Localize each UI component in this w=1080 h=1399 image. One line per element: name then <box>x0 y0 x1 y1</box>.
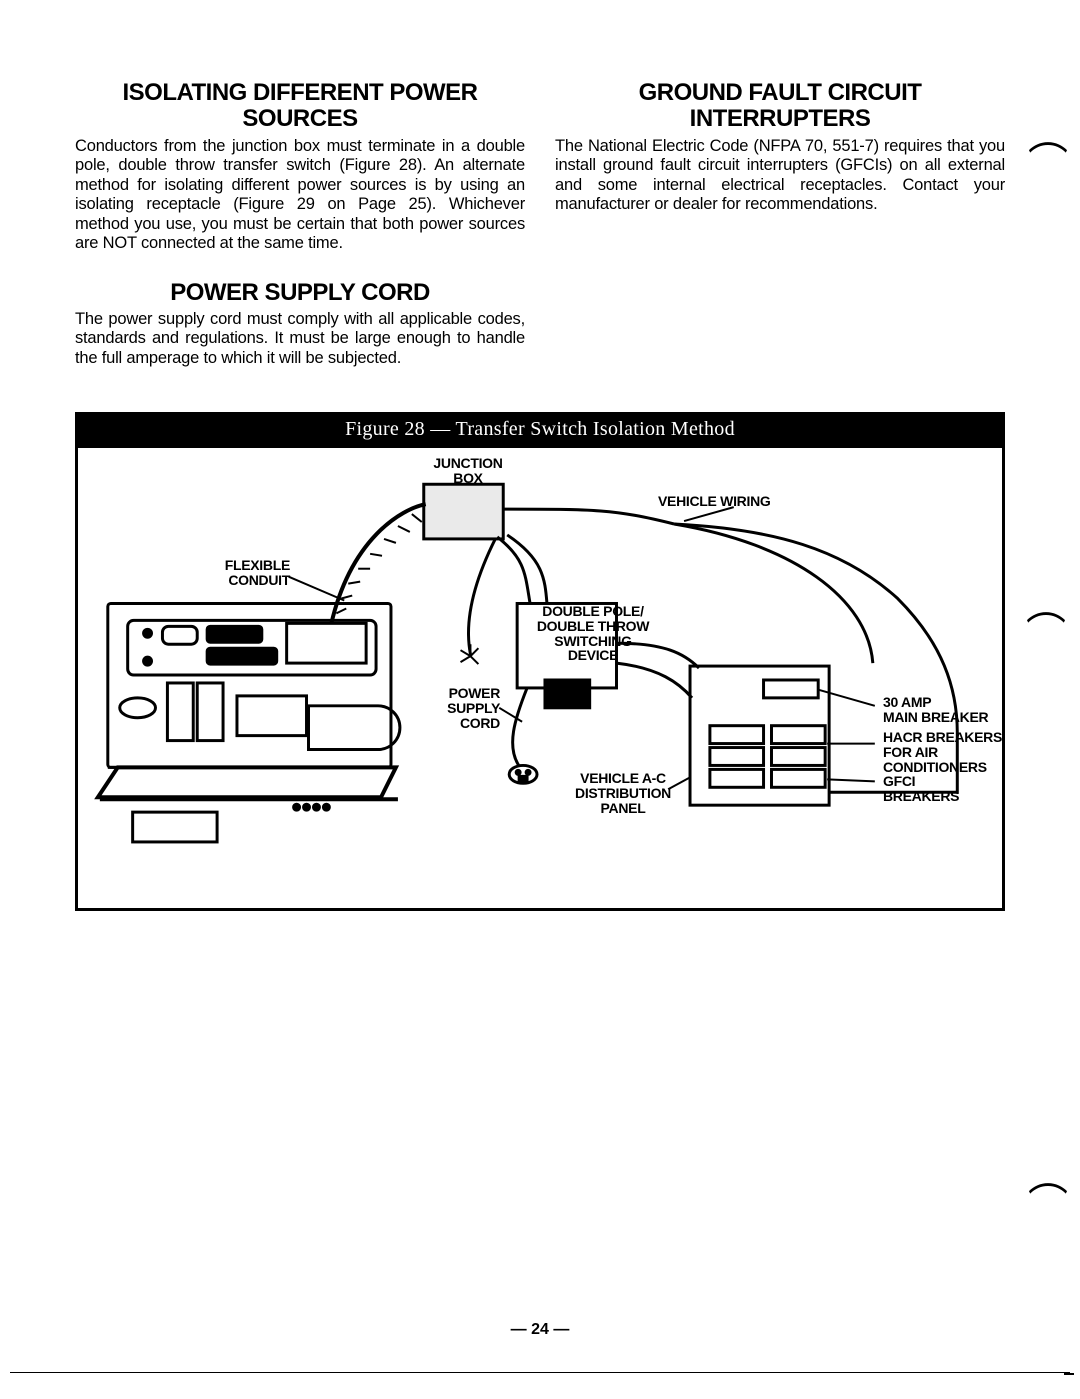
label-dist-panel: VEHICLE A-CDISTRIBUTIONPANEL <box>568 771 678 815</box>
label-main-breaker: 30 AMPMAIN BREAKER <box>883 695 988 724</box>
label-junction-box: JUNCTIONBOX <box>418 456 518 485</box>
page: ISOLATING DIFFERENT POWER SOURCES Conduc… <box>0 0 1080 911</box>
label-power-supply-cord: POWERSUPPLYCORD <box>428 686 500 730</box>
label-flexible-conduit: FLEXIBLECONDUIT <box>198 558 290 587</box>
heading-gfci: GROUND FAULT CIRCUIT INTERRUPTERS <box>555 80 1005 133</box>
label-vehicle-wiring: VEHICLE WIRING <box>658 494 770 509</box>
label-dpdt: DOUBLE POLE/DOUBLE THROWSWITCHINGDEVICE <box>528 604 658 663</box>
body-gfci: The National Electric Code (NFPA 70, 551… <box>555 137 1005 215</box>
right-column: GROUND FAULT CIRCUIT INTERRUPTERS The Na… <box>555 80 1005 394</box>
page-curl-mark: ⌒ <box>1026 600 1066 658</box>
body-power-cord: The power supply cord must comply with a… <box>75 310 525 368</box>
figure-body: JUNCTIONBOX VEHICLE WIRING FLEXIBLECONDU… <box>78 448 1002 908</box>
heading-power-cord: POWER SUPPLY CORD <box>75 280 525 306</box>
page-bottom-rule <box>10 1372 1070 1373</box>
figure-title: Figure 28 — Transfer Switch Isolation Me… <box>78 412 1002 448</box>
left-column: ISOLATING DIFFERENT POWER SOURCES Conduc… <box>75 80 525 394</box>
section-isolating: ISOLATING DIFFERENT POWER SOURCES Conduc… <box>75 80 525 254</box>
body-isolating: Conductors from the junction box must te… <box>75 137 525 254</box>
label-hacr: HACR BREAKERSFOR AIRCONDITIONERS <box>883 730 1002 774</box>
label-gfci: GFCIBREAKERS <box>883 774 959 803</box>
section-gfci: GROUND FAULT CIRCUIT INTERRUPTERS The Na… <box>555 80 1005 215</box>
two-column-layout: ISOLATING DIFFERENT POWER SOURCES Conduc… <box>75 80 1005 394</box>
figure-28: Figure 28 — Transfer Switch Isolation Me… <box>75 412 1005 911</box>
page-number: — 24 — <box>0 1321 1080 1339</box>
page-curl-mark: ⌒ <box>1028 1171 1068 1229</box>
heading-isolating: ISOLATING DIFFERENT POWER SOURCES <box>75 80 525 133</box>
page-curl-mark: ⌒ <box>1028 130 1068 188</box>
section-power-cord: POWER SUPPLY CORD The power supply cord … <box>75 280 525 369</box>
diagram-svg <box>78 448 1002 908</box>
